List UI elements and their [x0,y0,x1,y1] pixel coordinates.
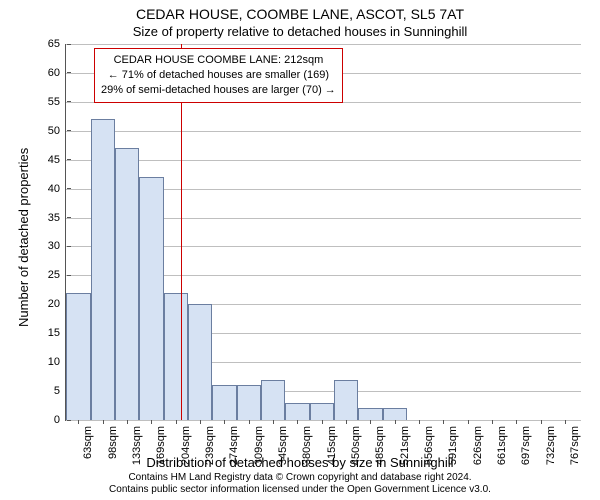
x-tick-mark [443,420,444,424]
x-tick-mark [541,420,542,424]
y-axis-label: Number of detached properties [16,148,31,327]
x-tick-mark [176,420,177,424]
histogram-bar [115,148,139,420]
histogram-bar [164,293,188,420]
x-tick-mark [249,420,250,424]
histogram-bar [66,293,90,420]
histogram-bar [358,408,382,420]
histogram-bar [212,385,236,420]
x-tick-mark [151,420,152,424]
annotation-line-3: 29% of semi-detached houses are larger (… [101,83,336,98]
grid-line [66,160,581,161]
annotation-line-1: CEDAR HOUSE COOMBE LANE: 212sqm [101,53,336,68]
x-tick-mark [346,420,347,424]
chart-subtitle: Size of property relative to detached ho… [0,24,600,39]
x-tick-mark [224,420,225,424]
plot-area: 0510152025303540455055606563sqm98sqm133s… [65,44,581,421]
grid-line [66,131,581,132]
grid-line [66,420,581,421]
x-tick-mark [419,420,420,424]
chart-area: 0510152025303540455055606563sqm98sqm133s… [65,44,580,420]
x-tick-mark [322,420,323,424]
annotation-line-2: ← 71% of detached houses are smaller (16… [101,68,336,83]
annotation-box: CEDAR HOUSE COOMBE LANE: 212sqm← 71% of … [94,48,343,103]
histogram-bar [310,403,334,420]
x-tick-mark [200,420,201,424]
x-tick-mark [468,420,469,424]
x-tick-mark [273,420,274,424]
histogram-bar [383,408,407,420]
x-tick-mark [297,420,298,424]
x-tick-mark [370,420,371,424]
x-tick-mark [492,420,493,424]
x-tick-mark [127,420,128,424]
footer-attribution: Contains HM Land Registry data © Crown c… [0,472,600,496]
x-tick-mark [395,420,396,424]
footer-line-2: Contains public sector information licen… [0,484,600,496]
x-tick-mark [565,420,566,424]
x-tick-mark [516,420,517,424]
histogram-bar [261,380,285,420]
x-axis-label: Distribution of detached houses by size … [0,455,600,470]
grid-line [66,44,581,45]
histogram-bar [91,119,115,420]
histogram-bar [334,380,358,420]
histogram-bar [188,304,212,420]
histogram-bar [237,385,261,420]
chart-title: CEDAR HOUSE, COOMBE LANE, ASCOT, SL5 7AT [0,6,600,22]
histogram-bar [139,177,163,420]
histogram-bar [285,403,309,420]
x-tick-mark [78,420,79,424]
footer-line-1: Contains HM Land Registry data © Crown c… [0,472,600,484]
x-tick-mark [103,420,104,424]
